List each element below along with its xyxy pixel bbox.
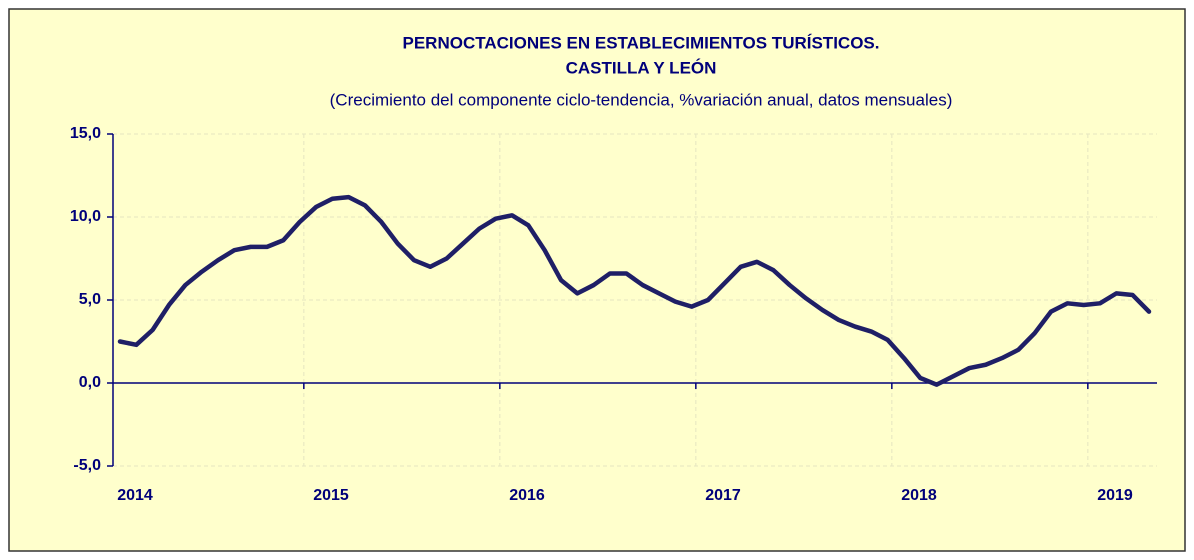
chart-subtitle: (Crecimiento del componente ciclo-tenden… [330, 90, 953, 109]
x-tick-label: 2019 [1097, 487, 1133, 504]
x-tick-label: 2015 [313, 487, 349, 504]
y-tick-label: 5,0 [79, 291, 101, 308]
y-tick-label: 10,0 [70, 208, 101, 225]
x-tick-label: 2017 [705, 487, 741, 504]
data-line [117, 194, 1152, 387]
chart-title: PERNOCTACIONES EN ESTABLECIMIENTOS TURÍS… [403, 33, 880, 52]
y-tick-label: 0,0 [79, 374, 101, 391]
x-tick-label: 2018 [901, 487, 937, 504]
x-tick-label: 2016 [509, 487, 545, 504]
y-tick-label: 15,0 [70, 125, 101, 142]
x-tick-label: 2014 [117, 487, 153, 504]
chart-title: CASTILLA Y LEÓN [566, 58, 717, 77]
y-tick-label: -5,0 [73, 457, 101, 474]
